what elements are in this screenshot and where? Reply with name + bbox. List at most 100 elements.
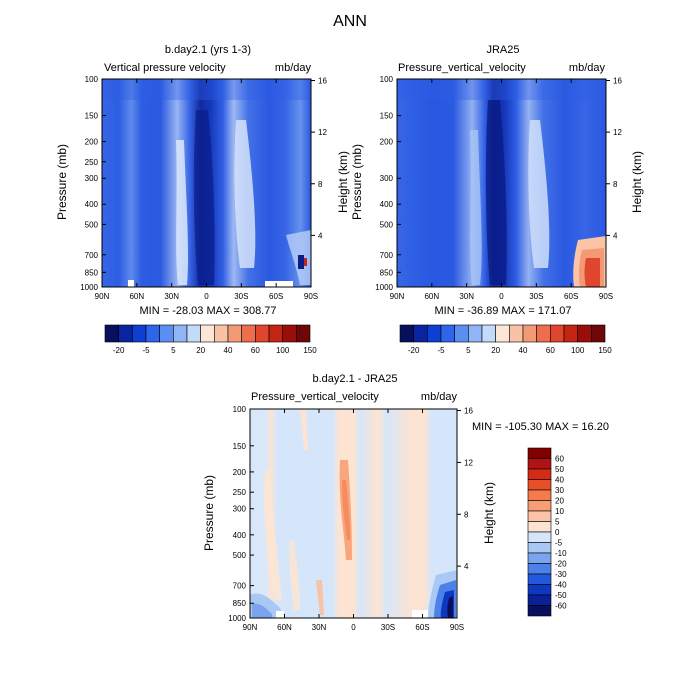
height-tick-label: 8 bbox=[318, 180, 323, 189]
colorbar-swatch bbox=[527, 531, 552, 543]
latitude-tick-label: 60N bbox=[129, 292, 144, 301]
colorbar-swatch bbox=[527, 468, 552, 480]
latitude-tick-label: 30N bbox=[164, 292, 179, 301]
colorbar-label: 50 bbox=[555, 465, 564, 474]
colorbar-swatch bbox=[481, 324, 496, 343]
colorbar-swatch bbox=[509, 324, 524, 343]
latitude-tick-label: 90N bbox=[243, 623, 258, 632]
latitude-tick-label: 0 bbox=[204, 292, 209, 301]
main-title: ANN bbox=[333, 13, 367, 30]
colorbar-swatch bbox=[527, 479, 552, 491]
colorbar-swatch bbox=[577, 324, 592, 343]
colorbar-label: 5 bbox=[171, 346, 176, 355]
latitude-tick-label: 30S bbox=[234, 292, 248, 301]
colorbar-swatch bbox=[527, 605, 552, 617]
colorbar-swatch bbox=[527, 458, 552, 470]
colorbar-swatch bbox=[296, 324, 311, 343]
colorbar-swatch bbox=[268, 324, 283, 343]
colorbar-swatch bbox=[399, 324, 414, 343]
colorbar-label: 5 bbox=[555, 518, 560, 527]
latitude-tick-label: 60S bbox=[415, 623, 429, 632]
colorbar-label: 150 bbox=[303, 346, 317, 355]
latitude-tick-label: 30S bbox=[529, 292, 543, 301]
colorbar-label: 20 bbox=[555, 497, 564, 506]
colorbar-swatch bbox=[527, 521, 552, 533]
latitude-tick-label: 30N bbox=[459, 292, 474, 301]
pressure-tick-label: 1000 bbox=[228, 614, 246, 623]
colorbar-swatch bbox=[427, 324, 442, 343]
panel-units: mb/day bbox=[421, 391, 458, 403]
colorbar-label: -20 bbox=[113, 346, 125, 355]
colorbar-swatch bbox=[550, 324, 565, 343]
colorbar-swatch bbox=[200, 324, 215, 343]
min-max-text: MIN = -105.30 MAX = 16.20 bbox=[472, 421, 609, 433]
colorbar-swatch bbox=[527, 447, 552, 459]
height-tick-label: 12 bbox=[613, 128, 622, 137]
latitude-tick-label: 0 bbox=[351, 623, 356, 632]
colorbar-swatch bbox=[591, 324, 606, 343]
latitude-tick-label: 30S bbox=[381, 623, 395, 632]
colorbar-swatch bbox=[527, 594, 552, 606]
colorbar-label: -60 bbox=[555, 602, 567, 611]
y-axis-label: Pressure (mb) bbox=[202, 475, 216, 551]
pressure-tick-label: 700 bbox=[233, 582, 247, 591]
latitude-tick-label: 90S bbox=[450, 623, 464, 632]
colorbar-swatch bbox=[173, 324, 188, 343]
panel-units: mb/day bbox=[275, 62, 312, 74]
y-axis-label: Pressure (mb) bbox=[350, 144, 364, 220]
y-axis-label: Pressure (mb) bbox=[55, 144, 69, 220]
panel-left-label: Pressure_vertical_velocity bbox=[398, 62, 526, 74]
colorbar-swatch bbox=[227, 324, 242, 343]
colorbar-label: -50 bbox=[555, 591, 567, 600]
colorbar-label: -5 bbox=[142, 346, 150, 355]
colorbar-label: -5 bbox=[437, 346, 445, 355]
pressure-tick-label: 400 bbox=[380, 200, 394, 209]
pressure-tick-label: 1000 bbox=[375, 283, 393, 292]
colorbar-swatch bbox=[527, 573, 552, 585]
colorbar-swatch bbox=[159, 324, 174, 343]
height-tick-label: 16 bbox=[464, 407, 473, 416]
y-axis-right-label: Height (km) bbox=[482, 482, 496, 544]
pressure-tick-label: 1000 bbox=[80, 283, 98, 292]
colorbar-swatch bbox=[118, 324, 133, 343]
latitude-tick-label: 90N bbox=[390, 292, 405, 301]
colorbar-label: 40 bbox=[224, 346, 233, 355]
colorbar-label: 5 bbox=[466, 346, 471, 355]
colorbar-swatch bbox=[214, 324, 229, 343]
latitude-tick-label: 60N bbox=[277, 623, 292, 632]
colorbar-label: 30 bbox=[555, 486, 564, 495]
pressure-tick-label: 400 bbox=[233, 531, 247, 540]
pressure-tick-label: 150 bbox=[85, 112, 99, 121]
latitude-tick-label: 90S bbox=[599, 292, 613, 301]
colorbar-label: -5 bbox=[555, 539, 563, 548]
colorbar-swatch bbox=[527, 584, 552, 596]
height-tick-label: 16 bbox=[318, 77, 327, 86]
panel-difference: b.day2.1 - JRA25 Pressure_vertical_veloc… bbox=[202, 373, 609, 632]
contour-field bbox=[249, 408, 458, 619]
colorbar-label: 10 bbox=[555, 507, 564, 516]
colorbar-label: 100 bbox=[276, 346, 290, 355]
height-tick-label: 12 bbox=[464, 458, 473, 467]
pressure-tick-label: 150 bbox=[233, 442, 247, 451]
height-tick-label: 8 bbox=[613, 180, 618, 189]
colorbar-swatch bbox=[522, 324, 537, 343]
panel-reanalysis: JRA25 Pressure_vertical_velocity mb/day … bbox=[350, 44, 644, 317]
colorbar-label: -20 bbox=[555, 560, 567, 569]
y-axis-right-label: Height (km) bbox=[336, 151, 350, 213]
colorbar-swatch bbox=[527, 489, 552, 501]
colorbar-label: 60 bbox=[555, 455, 564, 464]
panel-left-label: Vertical pressure velocity bbox=[104, 62, 226, 74]
min-max-text: MIN = -28.03 MAX = 308.77 bbox=[140, 305, 277, 317]
panel-model: b.day2.1 (yrs 1-3) Vertical pressure vel… bbox=[55, 44, 350, 317]
panel-units: mb/day bbox=[569, 62, 606, 74]
pressure-tick-label: 100 bbox=[380, 75, 394, 84]
colorbar-swatch bbox=[527, 500, 552, 512]
pressure-tick-label: 200 bbox=[85, 138, 99, 147]
panel-title: b.day2.1 (yrs 1-3) bbox=[165, 44, 251, 56]
colorbar-label: 60 bbox=[546, 346, 555, 355]
colorbar-label: 150 bbox=[598, 346, 612, 355]
colorbar-label: 40 bbox=[519, 346, 528, 355]
pressure-tick-label: 700 bbox=[85, 251, 99, 260]
colorbar-swatch bbox=[454, 324, 469, 343]
